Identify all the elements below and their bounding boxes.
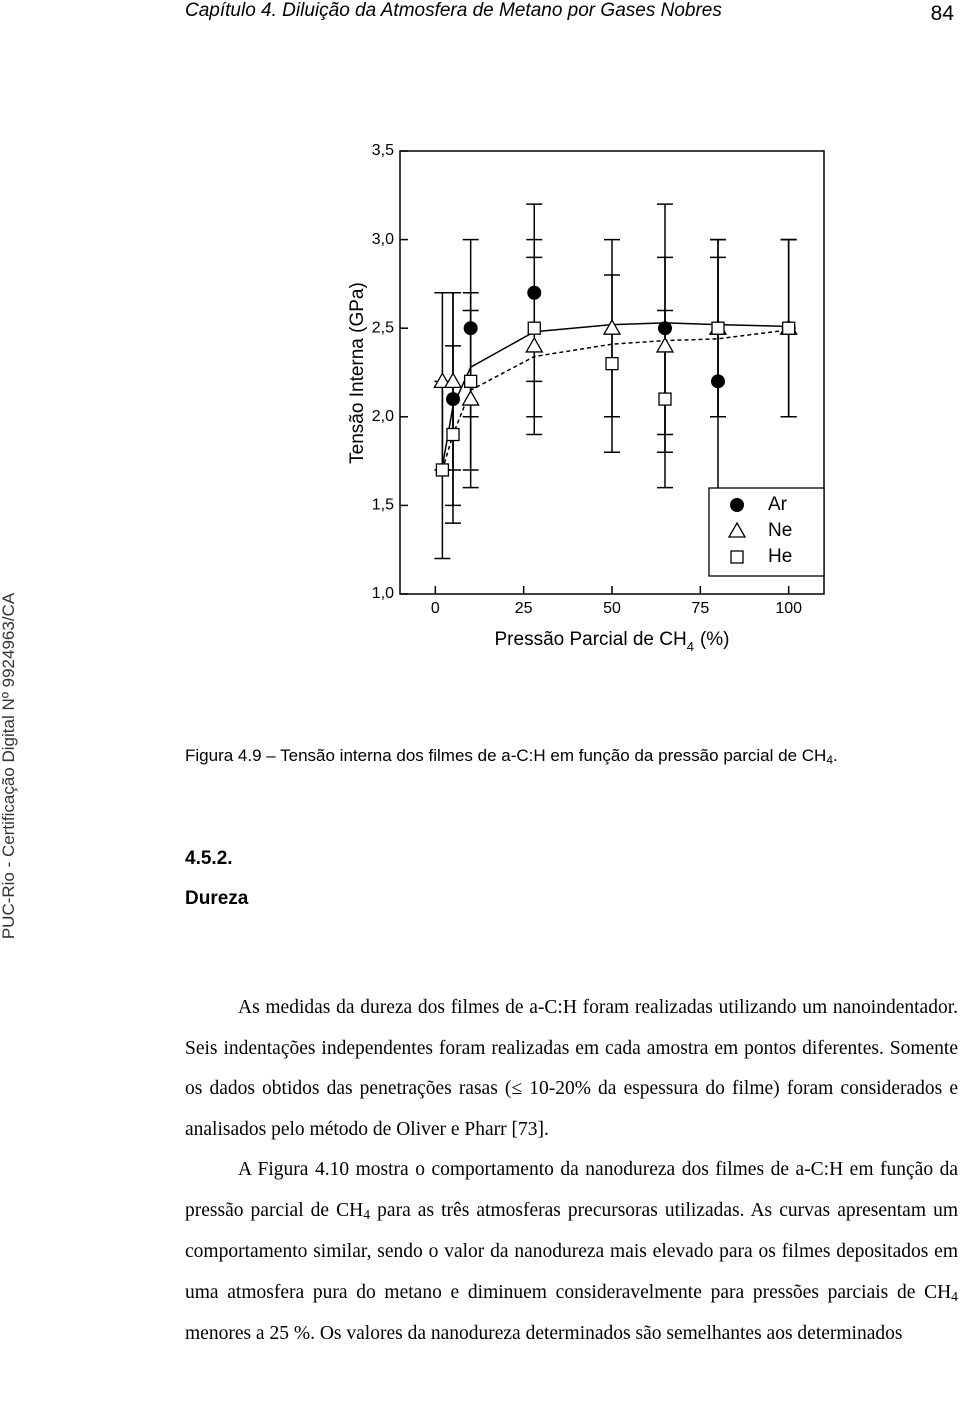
y-tick-label: 2,5: [372, 319, 394, 336]
point: [711, 374, 725, 389]
x-tick-label: 25: [515, 600, 533, 617]
subscript: 4: [826, 752, 833, 767]
point: [525, 336, 544, 353]
subscript: 4: [951, 1288, 958, 1304]
point: [446, 427, 460, 442]
point: [711, 321, 725, 335]
x-tick-label: 75: [691, 600, 709, 617]
x-tick-label: 100: [775, 600, 802, 617]
text-run: As medidas da dureza dos filmes de a-C:H…: [185, 997, 958, 1140]
point: [461, 389, 480, 406]
point: [658, 321, 672, 336]
fit-line: [441, 329, 789, 471]
x-axis-label-main: Pressão Parcial de CH: [495, 629, 687, 650]
point: [658, 392, 672, 406]
text-run: menores a 25 %. Os valores da nanodureza…: [185, 1323, 903, 1344]
point: [435, 463, 450, 477]
text-run: para as três atmosferas precursoras util…: [185, 1199, 958, 1303]
legend-box: [708, 487, 825, 577]
page-number: 84: [930, 2, 954, 25]
paragraph: As medidas da dureza dos filmes de a-C:H…: [185, 988, 958, 1150]
legend-marker: [727, 521, 747, 538]
body-text: As medidas da dureza dos filmes de a-C:H…: [185, 988, 958, 1355]
figure-caption: Figura 4.9 – Tensão interna dos filmes d…: [185, 746, 838, 767]
y-tick-label: 2,0: [372, 408, 394, 425]
text-run: .: [832, 746, 838, 765]
legend-marker: [730, 498, 744, 512]
y-tick-label: 1,0: [372, 585, 394, 602]
point: [527, 285, 542, 300]
point: [782, 321, 796, 335]
point: [605, 356, 619, 371]
x-tick-label: 50: [603, 600, 621, 617]
point: [527, 321, 541, 335]
chart: Tensão Interna (GPa) Pressão Parcial de …: [347, 142, 825, 654]
x-axis-label-sub: 4: [687, 639, 694, 654]
text-run: A Figura 4.10 mostra o comportamento da …: [185, 1159, 958, 1221]
legend-label: Ar: [768, 494, 788, 515]
point: [602, 318, 622, 335]
x-axis-label: Pressão Parcial de CH4 (%): [495, 629, 730, 654]
x-axis-label-unit: (%): [700, 629, 730, 650]
text-run: Figura 4.9 – Tensão interna dos filmes d…: [185, 746, 827, 765]
legend-label: He: [768, 546, 792, 567]
subscript: 4: [363, 1206, 371, 1222]
y-tick-label: 1,5: [372, 497, 394, 514]
point: [464, 374, 478, 389]
legend-label: Ne: [768, 520, 792, 541]
point: [443, 372, 463, 389]
section-number: 4.5.2.: [185, 848, 233, 869]
y-tick-label: 3,0: [372, 231, 394, 248]
chapter-header: Capítulo 4. Diluição da Atmosfera de Met…: [185, 0, 722, 21]
y-axis-label: Tensão Interna (GPa): [347, 282, 368, 464]
section-title: Dureza: [185, 888, 249, 909]
point: [446, 392, 460, 407]
y-tick-label: 3,5: [372, 142, 394, 159]
legend-marker: [730, 550, 744, 564]
x-tick-label: 0: [431, 600, 440, 617]
point: [463, 321, 478, 336]
paragraph: A Figura 4.10 mostra o comportamento da …: [185, 1150, 958, 1355]
point: [655, 336, 675, 353]
